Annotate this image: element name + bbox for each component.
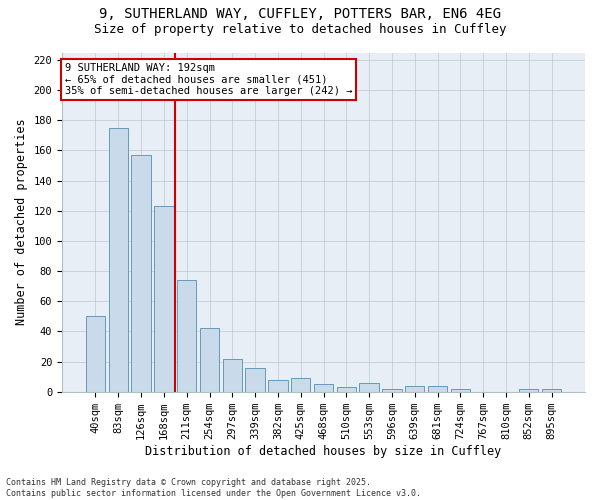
Bar xyxy=(268,380,287,392)
X-axis label: Distribution of detached houses by size in Cuffley: Distribution of detached houses by size … xyxy=(145,444,502,458)
Bar xyxy=(519,388,538,392)
Text: 9, SUTHERLAND WAY, CUFFLEY, POTTERS BAR, EN6 4EG: 9, SUTHERLAND WAY, CUFFLEY, POTTERS BAR,… xyxy=(99,8,501,22)
Bar xyxy=(245,368,265,392)
Bar xyxy=(337,387,356,392)
Text: Contains HM Land Registry data © Crown copyright and database right 2025.
Contai: Contains HM Land Registry data © Crown c… xyxy=(6,478,421,498)
Text: 9 SUTHERLAND WAY: 192sqm
← 65% of detached houses are smaller (451)
35% of semi-: 9 SUTHERLAND WAY: 192sqm ← 65% of detach… xyxy=(65,62,352,96)
Bar xyxy=(451,388,470,392)
Bar xyxy=(200,328,219,392)
Bar xyxy=(109,128,128,392)
Bar xyxy=(177,280,196,392)
Bar xyxy=(86,316,105,392)
Bar xyxy=(405,386,424,392)
Bar xyxy=(223,358,242,392)
Bar xyxy=(131,155,151,392)
Text: Size of property relative to detached houses in Cuffley: Size of property relative to detached ho… xyxy=(94,22,506,36)
Bar xyxy=(382,388,401,392)
Y-axis label: Number of detached properties: Number of detached properties xyxy=(15,119,28,326)
Bar xyxy=(291,378,310,392)
Bar xyxy=(154,206,173,392)
Bar xyxy=(542,388,561,392)
Bar xyxy=(428,386,447,392)
Bar xyxy=(314,384,333,392)
Bar xyxy=(359,382,379,392)
